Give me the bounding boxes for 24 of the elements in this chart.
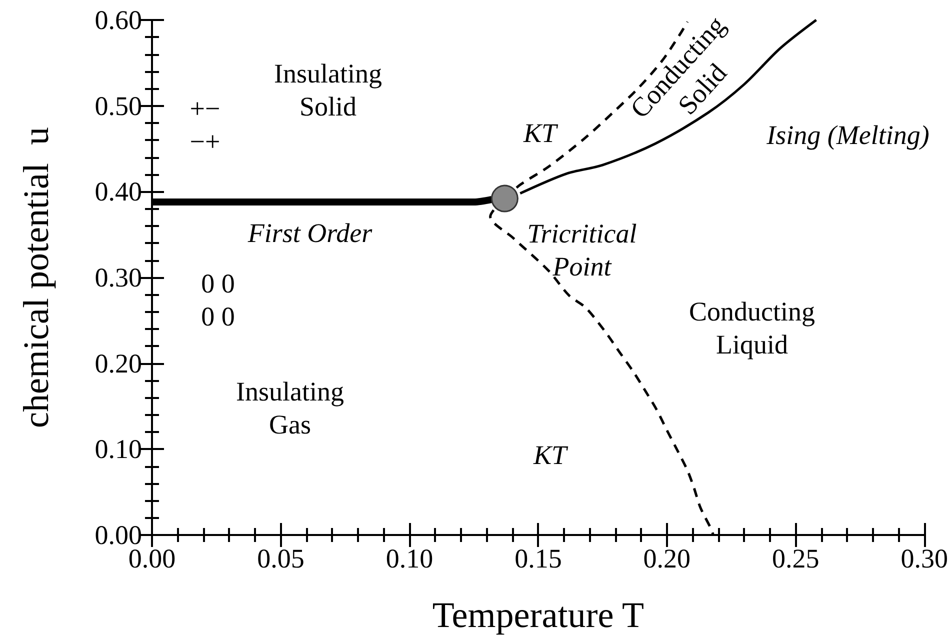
- y-tick-label: 0.10: [94, 434, 142, 464]
- y-tick-label: 0.20: [94, 348, 142, 378]
- annotation: Tricritical Point: [527, 218, 637, 282]
- y-axis-title: chemical potential u: [16, 127, 56, 428]
- annotation: KT: [522, 118, 558, 148]
- annotation: 0 0 0 0: [201, 268, 235, 332]
- x-axis-title: Temperature T: [432, 595, 644, 635]
- x-tick-label: 0.30: [900, 544, 948, 574]
- annotation: Ising (Melting): [766, 120, 930, 150]
- x-tick-label: 0.10: [386, 544, 434, 574]
- y-tick-label: 0.30: [94, 262, 142, 292]
- x-tick-label: 0.20: [643, 544, 691, 574]
- x-tick-label: 0.25: [772, 544, 820, 574]
- y-tick-label: 0.40: [94, 176, 142, 207]
- y-tick-label: 0.50: [94, 90, 142, 121]
- annotation: First Order: [246, 218, 373, 248]
- annotation: Insulating Solid: [274, 58, 382, 122]
- annotation: Conducting Liquid: [689, 296, 815, 360]
- y-tick-label: 0.60: [94, 5, 142, 35]
- annotation: Insulating Gas: [236, 376, 344, 440]
- annotation: +− −+: [190, 94, 220, 156]
- x-tick-label: 0.15: [514, 544, 562, 574]
- annotation: KT: [532, 440, 568, 470]
- x-tick-label: 0.05: [257, 544, 304, 574]
